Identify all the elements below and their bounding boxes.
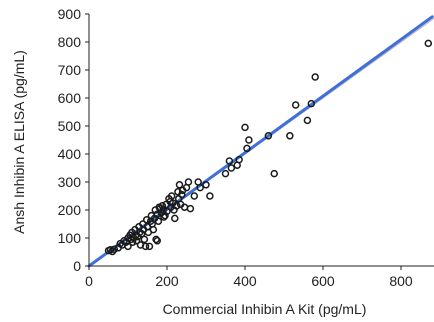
x-tick-label: 200 — [155, 273, 179, 289]
y-tick-label: 700 — [58, 62, 82, 78]
data-point — [206, 192, 214, 200]
data-point — [202, 181, 210, 189]
data-point — [303, 116, 312, 125]
y-tick-label: 200 — [58, 202, 82, 218]
data-point — [124, 242, 132, 251]
y-tick-label: 600 — [58, 90, 82, 106]
x-tick-label: 0 — [85, 273, 93, 289]
data-point — [221, 169, 230, 178]
data-point — [160, 213, 168, 221]
x-axis-label: Commercial Inhibin A Kit (pg/mL) — [163, 301, 367, 317]
data-point — [106, 246, 115, 254]
data-point — [241, 123, 249, 132]
data-point — [145, 242, 154, 251]
data-point — [264, 132, 273, 140]
data-point — [154, 217, 163, 225]
data-point — [235, 155, 243, 164]
data-point — [158, 202, 167, 210]
data-point — [270, 169, 278, 178]
x-axis: 0 200 400 600 800 — [85, 265, 434, 289]
data-point — [186, 204, 195, 213]
y-tick-label: 800 — [58, 34, 82, 50]
data-point — [141, 242, 150, 251]
data-point — [178, 190, 186, 199]
data-point — [137, 230, 146, 238]
x-tick-label: 400 — [233, 273, 257, 289]
data-point — [307, 99, 316, 108]
plot-area — [87, 15, 434, 268]
data-point — [149, 225, 158, 234]
data-point — [128, 238, 137, 246]
x-tick-label: 600 — [311, 273, 335, 289]
data-point — [163, 207, 171, 216]
data-point — [424, 39, 433, 48]
data-point — [153, 237, 161, 245]
data-point — [153, 210, 161, 218]
data-point — [132, 237, 141, 245]
data-point — [167, 192, 176, 200]
data-point — [190, 192, 199, 200]
y-axis-label: Ansh Inhibin A ELISA (pg/mL) — [11, 50, 27, 234]
data-point — [196, 183, 204, 192]
data-point — [152, 235, 160, 244]
data-point — [173, 202, 181, 210]
y-axis: 0 100 200 300 400 500 600 700 800 900 — [58, 6, 90, 274]
y-tick-label: 500 — [58, 118, 82, 134]
data-point — [110, 245, 119, 253]
x-tick-label: 800 — [389, 273, 413, 289]
data-point — [175, 181, 184, 189]
y-tick-label: 100 — [58, 230, 82, 246]
data-point — [311, 73, 319, 81]
y-tick-label: 0 — [73, 258, 81, 274]
data-point — [142, 216, 151, 224]
data-point — [171, 214, 179, 223]
data-point — [286, 132, 294, 140]
data-point — [184, 178, 193, 186]
data-point — [291, 101, 300, 109]
data-point — [140, 235, 149, 244]
y-tick-label: 400 — [58, 146, 82, 162]
data-point — [161, 211, 169, 220]
data-point — [245, 136, 253, 144]
y-tick-label: 900 — [58, 6, 82, 22]
data-point — [227, 164, 236, 172]
y-tick-label: 300 — [58, 174, 82, 190]
data-point — [243, 144, 251, 153]
data-point — [225, 157, 234, 165]
